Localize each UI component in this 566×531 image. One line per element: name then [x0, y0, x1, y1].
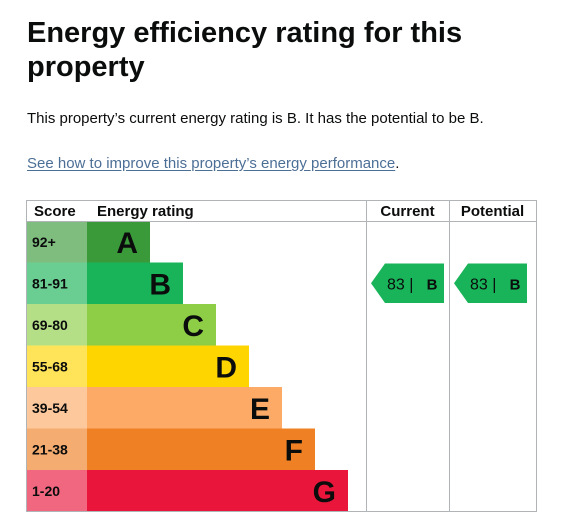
score-label: 81-91	[32, 275, 68, 291]
potential-rating-arrow	[454, 263, 527, 303]
band-row-g: 1-20 G	[26, 470, 348, 512]
score-cell	[26, 304, 87, 346]
band-row-b: 81-91 B	[26, 262, 183, 304]
rating-bar	[87, 428, 315, 470]
score-cell	[26, 470, 87, 512]
potential-rating-value: 83 |	[470, 276, 496, 293]
band-row-c: 69-80 C	[26, 304, 216, 346]
rating-bar	[87, 345, 249, 387]
rating-letter: E	[250, 393, 270, 426]
current-rating-arrow	[371, 263, 444, 303]
score-cell	[26, 345, 87, 387]
score-label: 69-80	[32, 317, 68, 333]
band-row-d: 55-68 D	[26, 345, 249, 387]
rating-bar	[87, 262, 183, 304]
band-row-e: 39-54 E	[26, 387, 282, 429]
rating-bar	[87, 387, 282, 429]
score-label: 55-68	[32, 358, 68, 374]
score-cell	[26, 428, 87, 470]
score-label: 39-54	[32, 400, 68, 416]
current-header: Current	[380, 203, 434, 220]
potential-header: Potential	[461, 203, 524, 220]
rating-letter: F	[285, 434, 303, 467]
table-border	[26, 200, 537, 512]
score-header: Score	[34, 203, 76, 220]
score-cell	[26, 262, 87, 304]
score-label: 21-38	[32, 441, 68, 457]
rating-letter: C	[182, 310, 204, 343]
rating-bar	[87, 221, 150, 263]
band-row-a: 92+ A	[26, 221, 150, 263]
band-row-f: 21-38 F	[26, 428, 315, 470]
score-label: 92+	[32, 234, 56, 250]
score-cell	[26, 387, 87, 429]
current-rating-letter: B	[427, 276, 438, 293]
rating-letter: D	[215, 351, 237, 384]
rating-summary: This property’s current energy rating is…	[27, 110, 484, 127]
current-rating-marker: 83 | B	[371, 263, 444, 303]
current-rating-value: 83 |	[387, 276, 413, 293]
energy-rating-header: Energy rating	[97, 203, 194, 220]
rating-letter: B	[149, 268, 171, 301]
improve-performance-link[interactable]: See how to improve this property’s energ…	[27, 155, 396, 172]
rating-bar	[87, 304, 216, 346]
rating-letter: A	[116, 227, 138, 260]
rating-letter: G	[313, 476, 336, 509]
improve-line: See how to improve this property’s energ…	[27, 155, 399, 172]
potential-rating-marker: 83 | B	[454, 263, 527, 303]
page-title: Energy efficiency rating for this proper…	[27, 17, 463, 83]
improve-suffix: .	[395, 155, 400, 172]
score-cell	[26, 221, 87, 263]
potential-rating-letter: B	[510, 276, 521, 293]
rating-bar	[87, 470, 348, 512]
score-label: 1-20	[32, 483, 60, 499]
